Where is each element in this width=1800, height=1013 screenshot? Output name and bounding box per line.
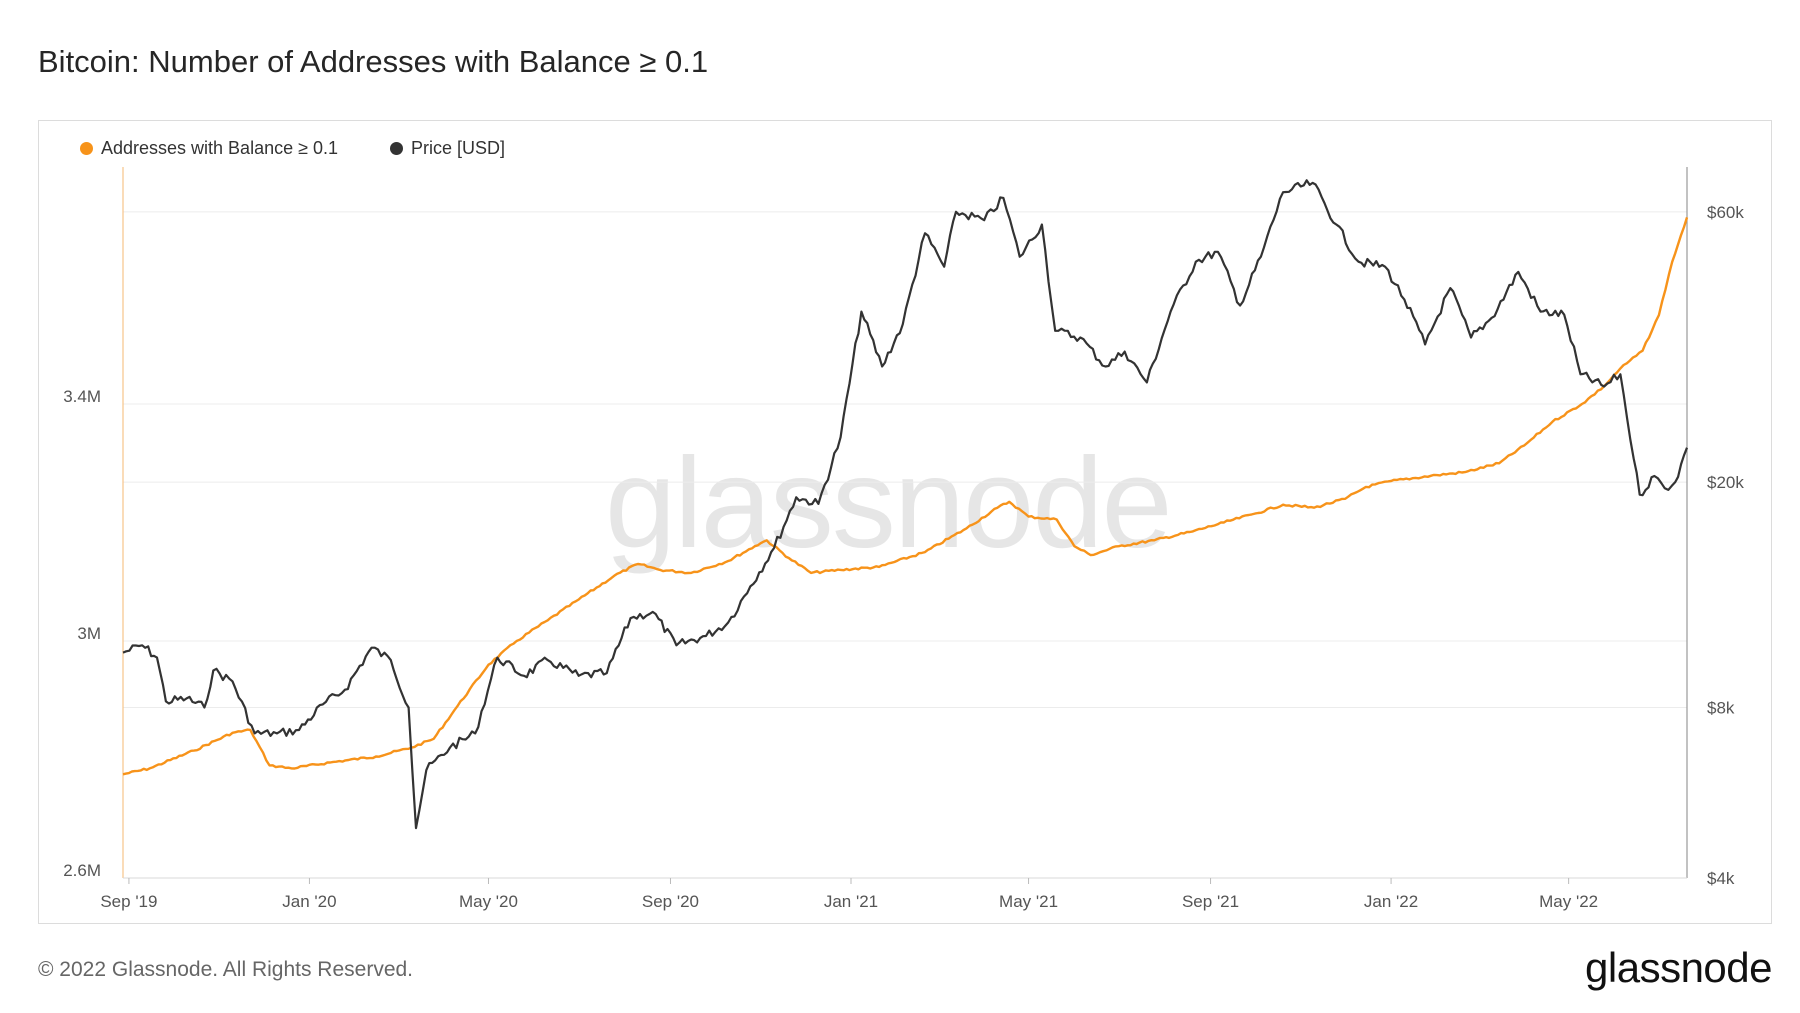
legend-dot-price bbox=[390, 142, 404, 155]
x-tick-label-7: Jan '22 bbox=[1364, 892, 1418, 911]
y-left-tick-label-0: 2.6M bbox=[63, 861, 101, 880]
series-line-price bbox=[122, 179, 1689, 830]
y-right-tick-label-2: $20k bbox=[1707, 473, 1744, 492]
legend-item-addresses[interactable]: Addresses with Balance ≥ 0.1 bbox=[80, 138, 338, 159]
x-tick-label-3: Sep '20 bbox=[642, 892, 699, 911]
chart-frame bbox=[38, 120, 1772, 924]
legend-item-price[interactable]: Price [USD] bbox=[390, 138, 505, 159]
x-tick-label-0: Sep '19 bbox=[100, 892, 157, 911]
legend-dot-addresses bbox=[80, 142, 93, 155]
glassnode-logo[interactable]: glassnode bbox=[1585, 944, 1772, 991]
y-left-tick-label-1: 3M bbox=[77, 624, 101, 643]
x-tick-label-6: Sep '21 bbox=[1182, 892, 1239, 911]
y-right-tick-label-0: $4k bbox=[1707, 869, 1735, 888]
legend-label-addresses: Addresses with Balance ≥ 0.1 bbox=[101, 138, 339, 158]
y-right-tick-label-3: $60k bbox=[1707, 203, 1744, 222]
x-tick-label-8: May '22 bbox=[1539, 892, 1598, 911]
x-tick-label-5: May '21 bbox=[999, 892, 1058, 911]
legend: Addresses with Balance ≥ 0.1 Price [USD] bbox=[80, 138, 505, 159]
x-tick-label-4: Jan '21 bbox=[824, 892, 878, 911]
x-tick-label-2: May '20 bbox=[459, 892, 518, 911]
watermark: glassnode bbox=[605, 432, 1173, 575]
legend-label-price: Price [USD] bbox=[411, 138, 506, 158]
x-tick-label-1: Jan '20 bbox=[282, 892, 336, 911]
y-right-tick-label-1: $8k bbox=[1707, 698, 1735, 717]
y-left-tick-label-2: 3.4M bbox=[63, 387, 101, 406]
copyright-footer: © 2022 Glassnode. All Rights Reserved. bbox=[38, 958, 414, 981]
chart-title: Bitcoin: Number of Addresses with Balanc… bbox=[38, 44, 709, 79]
series-line-addresses bbox=[122, 217, 1689, 776]
